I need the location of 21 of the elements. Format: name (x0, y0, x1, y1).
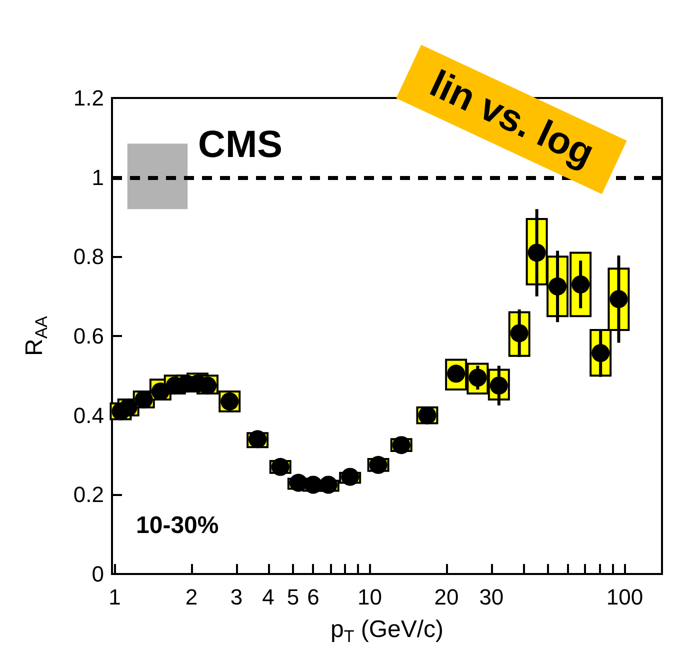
y-tick-label: 0.8 (73, 244, 104, 270)
y-axis-title: RAA (21, 315, 51, 356)
annotation: CMS (198, 124, 282, 167)
x-tick-label: 5 (286, 584, 300, 610)
x-tick-label: 3 (230, 584, 243, 610)
y-tick-label: 0 (92, 562, 104, 586)
x-tick-label: 2 (185, 584, 198, 610)
x-tick-label: 20 (434, 584, 459, 610)
x-tick-label: 4 (262, 584, 274, 610)
x-tick-label: 1 (108, 584, 121, 610)
x-tick-label: 30 (479, 584, 504, 610)
x-tick-label: 6 (307, 584, 320, 610)
x-tick-label: 10 (358, 584, 382, 610)
y-tick-label: 0.4 (73, 402, 104, 428)
y-tick-label: 0.6 (73, 324, 104, 348)
y-tick-label: 1.2 (73, 86, 104, 110)
annotation: lin vs. log (396, 44, 628, 194)
x-tick-label: 100 (606, 584, 644, 610)
annotation: 10-30% (136, 512, 219, 540)
y-tick-label: 1 (92, 164, 104, 190)
y-tick-label: 0.2 (73, 482, 104, 508)
